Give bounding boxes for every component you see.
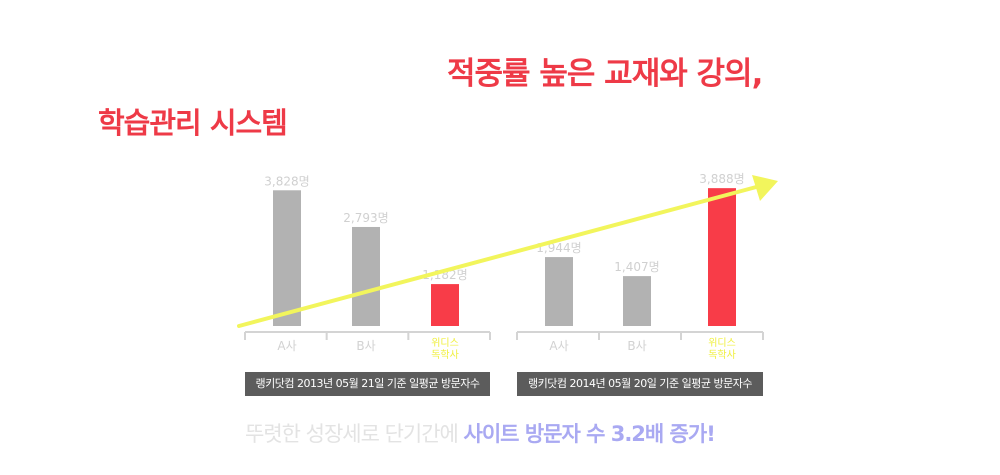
bar-value-label: 3,828명 [264, 174, 309, 188]
bar-value-label: 1,182명 [422, 268, 467, 282]
bar-value-label: 2,793명 [343, 211, 388, 225]
growth-arrow-line [237, 184, 762, 328]
growth-arrow-head [752, 175, 778, 201]
category-label: A사 [277, 339, 296, 353]
bar [431, 284, 459, 326]
category-label: 독학사 [708, 349, 736, 361]
chart-2014-caption: 랭키닷컴 2014년 05월 20일 기준 일평균 방문자수 [517, 372, 763, 396]
category-label: B사 [627, 339, 646, 353]
headline-top: 적중률 높은 교재와 강의, [447, 56, 763, 92]
category-label: A사 [549, 339, 568, 353]
category-label: B사 [356, 339, 375, 353]
chart-2013-caption: 랭키닷컴 2013년 05월 21일 기준 일평균 방문자수 [245, 372, 490, 396]
headline-left: 학습관리 시스템 [98, 106, 288, 140]
bar-value-label: 1,407명 [614, 260, 659, 274]
category-label: 독학사 [431, 349, 459, 361]
tagline: 뚜렷한 성장세로 단기간에 사이트 방문자 수 3.2배 증가! [245, 418, 765, 448]
bar-value-label: 3,888명 [699, 172, 744, 186]
bar [545, 257, 573, 326]
category-label: 위디스 [708, 336, 736, 349]
bar [352, 226, 380, 326]
bar [623, 276, 651, 326]
tagline-highlight: 사이트 방문자 수 3.2배 증가! [463, 422, 716, 446]
category-label: 위디스 [431, 336, 459, 349]
tagline-prefix: 뚜렷한 성장세로 단기간에 [245, 422, 464, 446]
bar [708, 188, 736, 326]
bar [273, 190, 301, 326]
